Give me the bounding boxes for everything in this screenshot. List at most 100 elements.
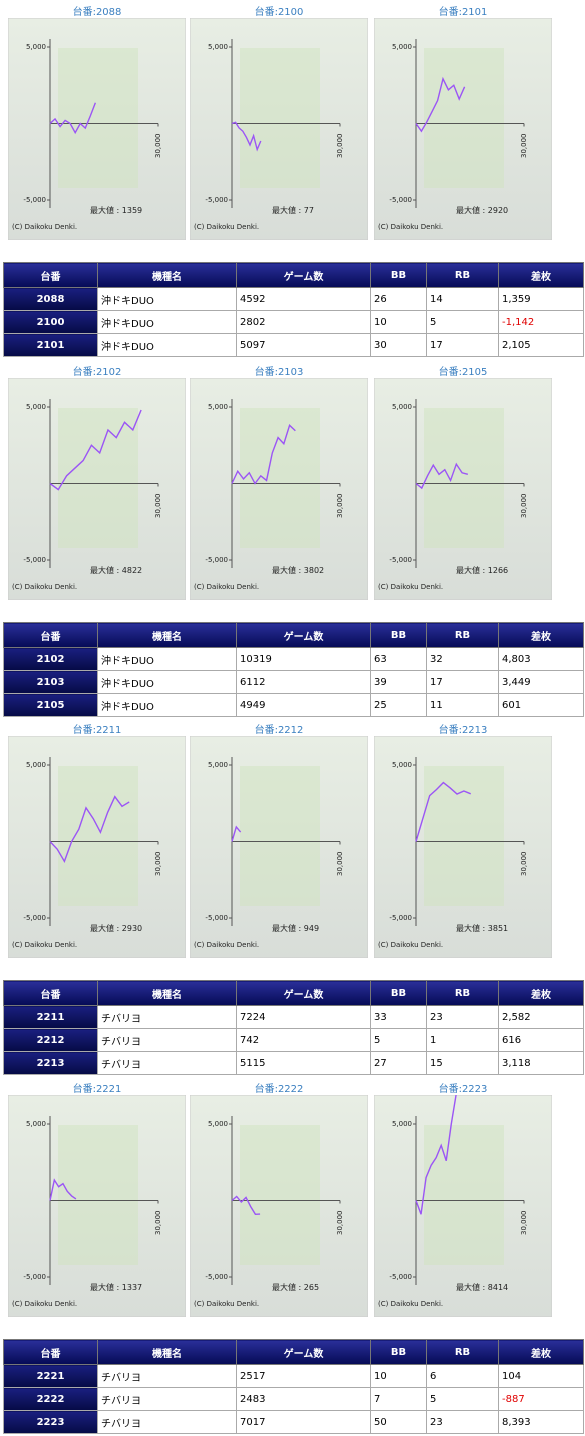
header-row: 台番 機種名 ゲーム数 BB RB 差枚 <box>3 622 584 648</box>
series-line <box>49 795 130 864</box>
cell: 104 <box>498 1364 584 1388</box>
y-tick-label: -5,000 <box>23 914 46 922</box>
data-table: 台番 機種名 ゲーム数 BB RB 差枚 2088 沖ドキDUO 4592 26 14 1,359 21… <box>3 262 584 357</box>
x-tick-label: 30,000 <box>520 1211 528 1236</box>
header-cell: 台番 <box>3 622 98 648</box>
series-line <box>49 102 97 135</box>
cell: 8,393 <box>498 1410 584 1434</box>
cell: 23 <box>426 1005 499 1029</box>
chart-panel: 5,000 -5,000 30,000 最大値 : 3851 (C) Daikoku D… <box>374 736 552 958</box>
cell: 17 <box>426 670 499 694</box>
header-cell: 機種名 <box>97 622 237 648</box>
header-cell: 台番 <box>3 980 98 1006</box>
cell: 沖ドキDUO <box>97 647 237 671</box>
row: 2088 沖ドキDUO 4592 26 14 1,359 <box>3 287 584 311</box>
decor <box>58 408 138 548</box>
cell: チバリヨ <box>97 1051 237 1075</box>
y-tick-label: 5,000 <box>208 403 228 411</box>
decor <box>424 408 504 548</box>
header-cell: ゲーム数 <box>236 262 371 288</box>
header-row: 台番 機種名 ゲーム数 BB RB 差枚 <box>3 262 584 288</box>
cell: 沖ドキDUO <box>97 287 237 311</box>
chart-title: 台番:2100 <box>254 7 304 18</box>
chart-panel: 5,000 -5,000 30,000 最大値 : 77 (C) Daikoku Den… <box>190 18 368 240</box>
y-tick-label: -5,000 <box>23 196 46 204</box>
y-tick-label: -5,000 <box>205 1273 228 1281</box>
cell: 5 <box>426 1387 499 1411</box>
cell: 4949 <box>236 693 371 717</box>
cell: 7224 <box>236 1005 371 1029</box>
series-line <box>231 121 262 152</box>
cell: 6112 <box>236 670 371 694</box>
decor <box>424 1125 504 1265</box>
cell: 601 <box>498 693 584 717</box>
cell: 15 <box>426 1051 499 1075</box>
cell: 2211 <box>3 1005 98 1029</box>
annotation: 最大値 : 2920 <box>456 205 508 215</box>
header-cell: BB <box>370 1339 427 1365</box>
copyright: (C) Daikoku Denki. <box>194 223 259 231</box>
chart-panel: 5,000 -5,000 30,000 最大値 : 4822 (C) Daikoku D… <box>8 378 186 600</box>
data-table: 台番 機種名 ゲーム数 BB RB 差枚 2211 チバリヨ 7224 33 23 2,582 2212… <box>3 980 584 1075</box>
x-tick-label: 30,000 <box>154 1211 162 1236</box>
x-tick-label: 30,000 <box>154 494 162 519</box>
cell: 33 <box>370 1005 427 1029</box>
y-tick-label: 5,000 <box>26 1120 46 1128</box>
annotation: 最大値 : 8414 <box>456 1282 508 1292</box>
cell: チバリヨ <box>97 1364 237 1388</box>
series-line <box>415 76 466 133</box>
header-cell: 台番 <box>3 1339 98 1365</box>
row: 2211 チバリヨ 7224 33 23 2,582 <box>3 1005 584 1029</box>
annotation: 最大値 : 265 <box>272 1282 319 1292</box>
header-cell: 差枚 <box>498 980 584 1006</box>
y-tick-label: 5,000 <box>392 761 412 769</box>
cell: 2222 <box>3 1387 98 1411</box>
data-table: 台番 機種名 ゲーム数 BB RB 差枚 2102 沖ドキDUO 10319 63 32 4,803 2… <box>3 622 584 717</box>
cell: 2483 <box>236 1387 371 1411</box>
series-line <box>49 409 142 491</box>
data-table: 台番 機種名 ゲーム数 BB RB 差枚 2221 チバリヨ 2517 10 6 104 2222 チバリ… <box>3 1339 584 1434</box>
copyright: (C) Daikoku Denki. <box>378 1300 443 1308</box>
cell: 14 <box>426 287 499 311</box>
copyright: (C) Daikoku Denki. <box>194 941 259 949</box>
annotation: 最大値 : 3851 <box>456 923 508 933</box>
copyright: (C) Daikoku Denki. <box>12 583 77 591</box>
y-tick-label: 5,000 <box>208 1120 228 1128</box>
cell: 5115 <box>236 1051 371 1075</box>
x-tick-label: 30,000 <box>520 852 528 877</box>
y-tick-label: -5,000 <box>389 914 412 922</box>
cell: 11 <box>426 693 499 717</box>
cell: 2101 <box>3 333 98 357</box>
header-cell: 差枚 <box>498 622 584 648</box>
annotation: 最大値 : 2930 <box>90 923 142 933</box>
header-cell: RB <box>426 1339 499 1365</box>
chart-panel: 5,000 -5,000 30,000 最大値 : 2920 (C) Daikoku D… <box>374 18 552 240</box>
cell: 63 <box>370 647 427 671</box>
series-line <box>415 1095 457 1215</box>
x-tick-label: 30,000 <box>154 852 162 877</box>
chart-title: 台番:2105 <box>438 367 488 378</box>
decor <box>240 408 320 548</box>
cell: 2102 <box>3 647 98 671</box>
header-cell: 機種名 <box>97 980 237 1006</box>
cell: 7017 <box>236 1410 371 1434</box>
cell: チバリヨ <box>97 1005 237 1029</box>
x-tick-label: 30,000 <box>520 134 528 159</box>
x-tick-label: 30,000 <box>520 494 528 519</box>
copyright: (C) Daikoku Denki. <box>194 1300 259 1308</box>
y-tick-label: -5,000 <box>205 196 228 204</box>
chart-title: 台番:2101 <box>438 7 488 18</box>
cell: チバリヨ <box>97 1410 237 1434</box>
y-tick-label: 5,000 <box>26 403 46 411</box>
cell: 39 <box>370 670 427 694</box>
chart-title: 台番:2088 <box>72 7 122 18</box>
decor <box>424 766 504 906</box>
copyright: (C) Daikoku Denki. <box>194 583 259 591</box>
series-line <box>415 781 471 842</box>
copyright: (C) Daikoku Denki. <box>378 583 443 591</box>
cell: 沖ドキDUO <box>97 693 237 717</box>
cell: 616 <box>498 1028 584 1052</box>
header-cell: 機種名 <box>97 262 237 288</box>
cell: 10 <box>370 1364 427 1388</box>
cell: 2105 <box>3 693 98 717</box>
